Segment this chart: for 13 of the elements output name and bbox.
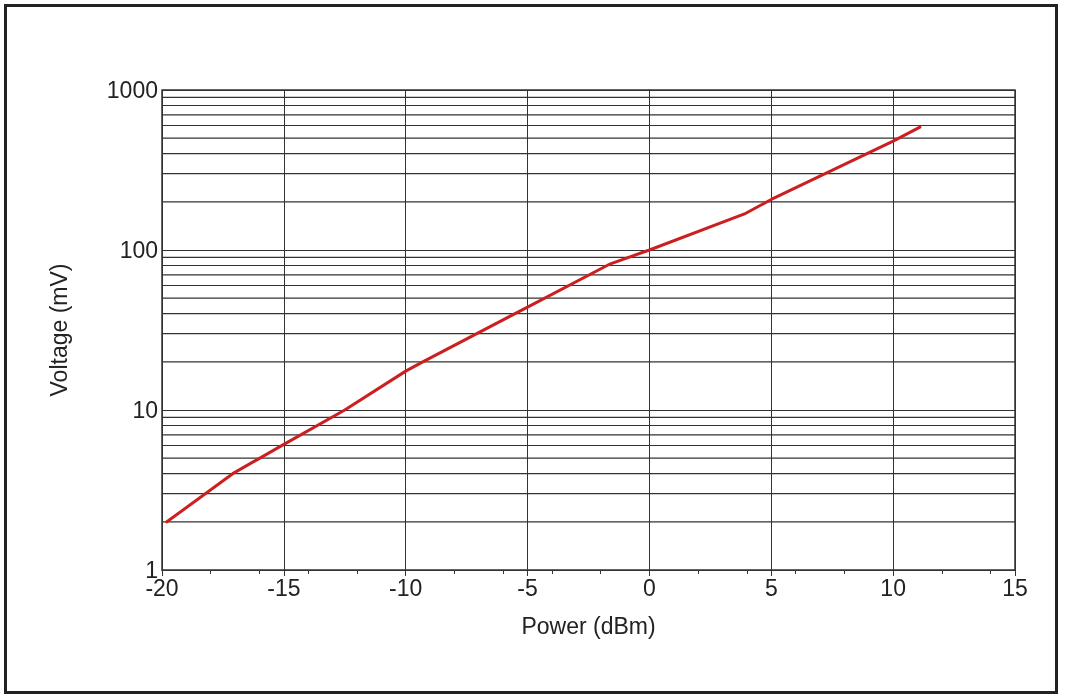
x-tick-label: 10 bbox=[880, 574, 906, 601]
x-tick-label: -15 bbox=[267, 574, 301, 601]
y-tick-label: 10 bbox=[132, 397, 158, 423]
y-axis-title: Voltage (mV) bbox=[45, 263, 72, 397]
x-tick-label: -5 bbox=[517, 574, 538, 601]
y-tick-label: 1000 bbox=[106, 77, 158, 103]
y-tick-label: 100 bbox=[119, 237, 158, 263]
x-tick-label: 15 bbox=[1002, 574, 1028, 601]
x-tick-label: -10 bbox=[389, 574, 423, 601]
x-tick-label: 5 bbox=[764, 574, 778, 601]
x-tick-label: 0 bbox=[643, 574, 656, 601]
x-axis-title: Power (dBm) bbox=[521, 612, 656, 639]
line-series bbox=[165, 125, 922, 524]
